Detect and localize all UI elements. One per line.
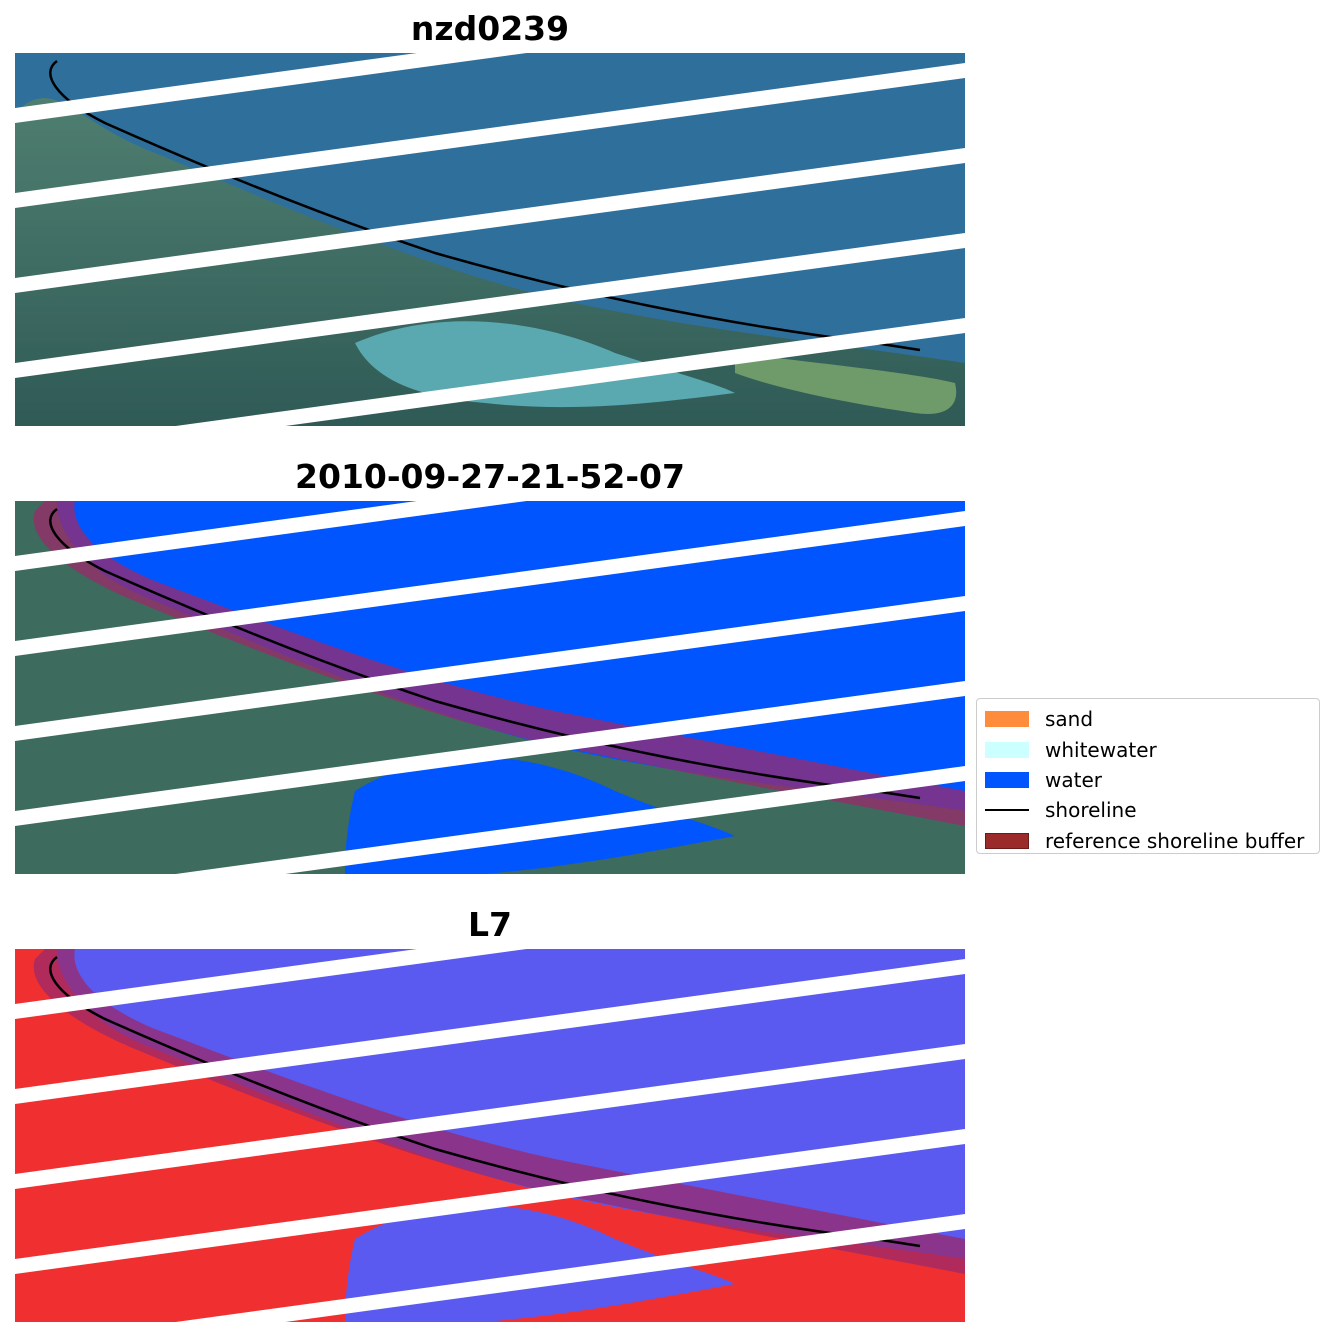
classified-image <box>15 501 965 874</box>
index-water-sea <box>56 949 965 1259</box>
legend-item-whitewater: whitewater <box>985 734 1311 764</box>
sand-swatch <box>985 711 1029 728</box>
index-panel <box>15 949 965 1322</box>
whitewater-swatch <box>985 741 1029 758</box>
panel-title-1: nzd0239 <box>410 9 570 48</box>
legend-label: sand <box>1045 707 1094 732</box>
spit-area <box>735 353 957 414</box>
legend-label: water <box>1045 767 1102 792</box>
classified-panel <box>15 501 965 874</box>
panel-title-2: 2010-09-27-21-52-07 <box>295 457 685 496</box>
satellite-rgb-panel <box>15 53 965 426</box>
buffer-swatch <box>985 832 1029 849</box>
legend: sand whitewater water shoreline referenc… <box>976 698 1320 854</box>
scan-line-gaps <box>15 949 965 1322</box>
scan-line-gaps <box>15 501 965 874</box>
legend-label: shoreline <box>1045 798 1137 823</box>
legend-item-water: water <box>985 765 1311 795</box>
index-image <box>15 949 965 1322</box>
shoreline-swatch <box>985 809 1029 812</box>
water-class-sea <box>56 501 965 811</box>
panel-title-3: L7 <box>468 905 512 944</box>
water-swatch <box>985 771 1029 788</box>
legend-item-sand: sand <box>985 704 1311 734</box>
satellite-rgb-image <box>15 53 965 426</box>
legend-label: whitewater <box>1045 737 1157 762</box>
lagoon-area <box>355 321 735 408</box>
legend-item-reference-buffer: reference shoreline buffer <box>985 826 1311 856</box>
legend-label: reference shoreline buffer <box>1045 828 1305 853</box>
scan-line-gaps <box>15 53 965 426</box>
legend-item-shoreline: shoreline <box>985 795 1311 825</box>
